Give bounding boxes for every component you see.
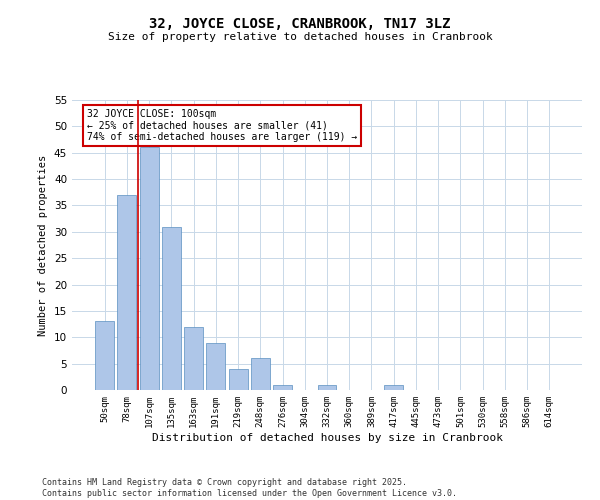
Bar <box>184 326 203 390</box>
Bar <box>95 322 114 390</box>
Bar <box>118 195 136 390</box>
X-axis label: Distribution of detached houses by size in Cranbrook: Distribution of detached houses by size … <box>151 432 503 442</box>
Bar <box>229 369 248 390</box>
Bar <box>162 226 181 390</box>
Bar <box>251 358 270 390</box>
Bar <box>273 384 292 390</box>
Bar <box>317 384 337 390</box>
Bar <box>206 342 225 390</box>
Text: Contains HM Land Registry data © Crown copyright and database right 2025.
Contai: Contains HM Land Registry data © Crown c… <box>42 478 457 498</box>
Bar <box>384 384 403 390</box>
Bar <box>140 148 158 390</box>
Text: 32, JOYCE CLOSE, CRANBROOK, TN17 3LZ: 32, JOYCE CLOSE, CRANBROOK, TN17 3LZ <box>149 18 451 32</box>
Text: 32 JOYCE CLOSE: 100sqm
← 25% of detached houses are smaller (41)
74% of semi-det: 32 JOYCE CLOSE: 100sqm ← 25% of detached… <box>88 108 358 142</box>
Y-axis label: Number of detached properties: Number of detached properties <box>38 154 49 336</box>
Text: Size of property relative to detached houses in Cranbrook: Size of property relative to detached ho… <box>107 32 493 42</box>
